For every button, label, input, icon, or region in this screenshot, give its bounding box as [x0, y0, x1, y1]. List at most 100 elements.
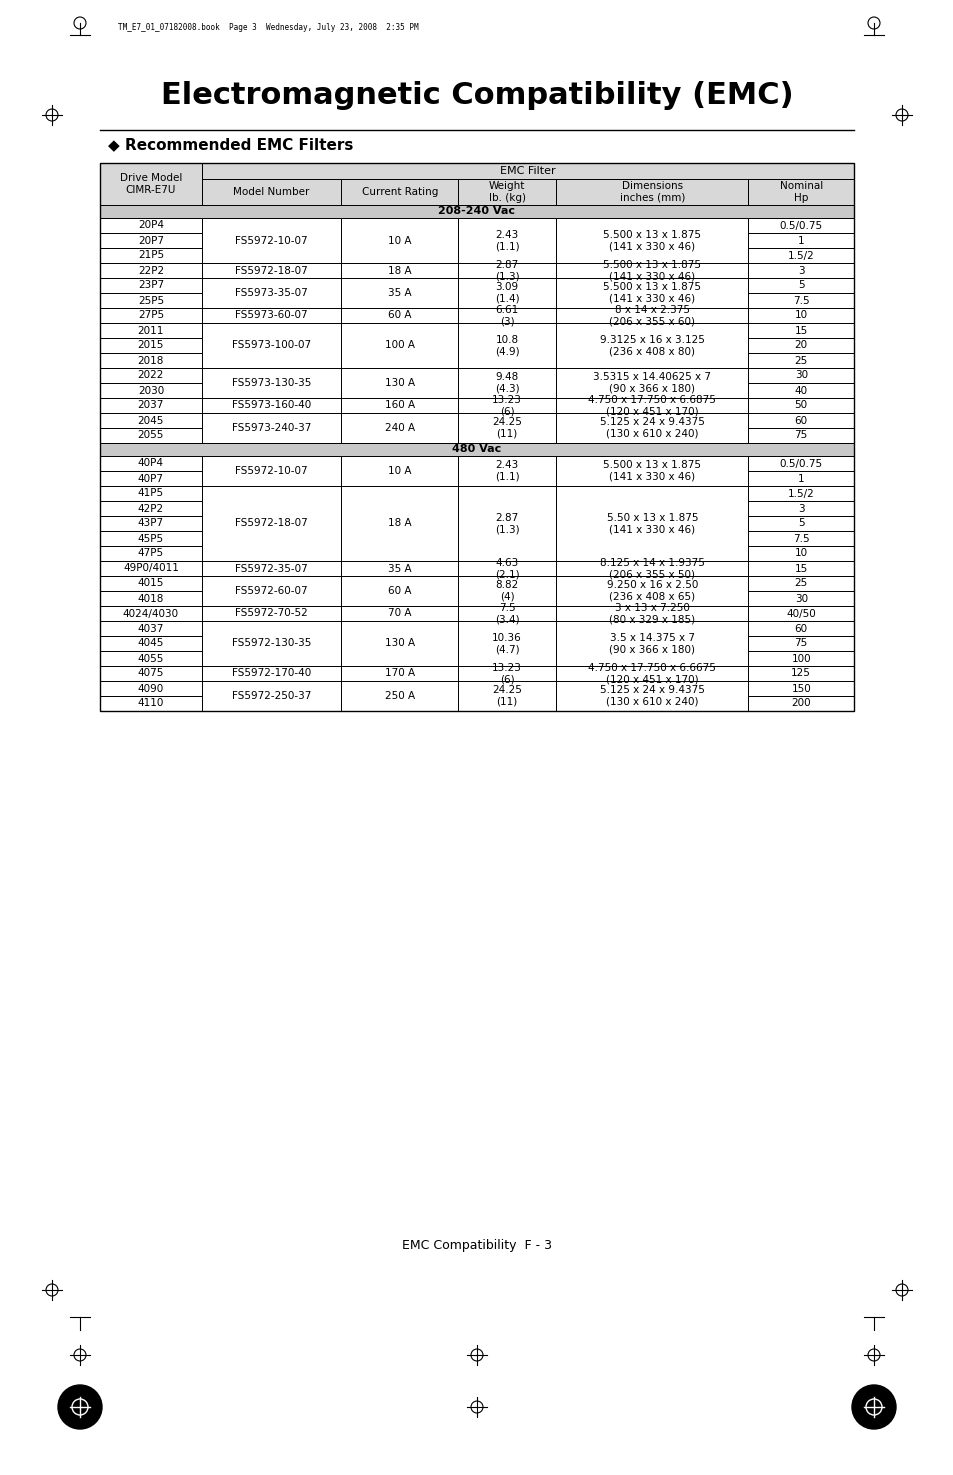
Bar	[100, 471, 202, 485]
Text: 8.82
(4): 8.82 (4)	[495, 580, 518, 602]
Bar	[100, 681, 202, 696]
Bar	[748, 621, 853, 636]
Text: 125: 125	[790, 668, 810, 679]
Bar	[457, 218, 556, 263]
Bar	[748, 636, 853, 650]
Bar	[341, 667, 457, 681]
Bar	[202, 560, 341, 577]
Text: 0.5/0.75: 0.5/0.75	[779, 220, 821, 230]
Bar	[748, 338, 853, 353]
Bar	[100, 606, 202, 621]
Bar	[341, 398, 457, 413]
Bar	[556, 263, 748, 277]
Text: FS5973-130-35: FS5973-130-35	[232, 378, 311, 388]
Text: 1.5/2: 1.5/2	[787, 251, 814, 261]
Bar	[457, 277, 556, 308]
Bar	[748, 233, 853, 248]
Bar	[341, 560, 457, 577]
Bar	[100, 577, 202, 591]
Text: 2045: 2045	[137, 416, 164, 425]
Bar	[100, 164, 202, 205]
Text: 4.750 x 17.750 x 6.6675
(120 x 451 x 170): 4.750 x 17.750 x 6.6675 (120 x 451 x 170…	[588, 662, 716, 684]
Bar	[100, 398, 202, 413]
Text: Model Number: Model Number	[233, 187, 310, 198]
Text: 42P2: 42P2	[137, 503, 164, 513]
Text: 160 A: 160 A	[384, 401, 415, 410]
Text: FS5972-35-07: FS5972-35-07	[234, 563, 308, 574]
Bar	[100, 502, 202, 516]
Bar	[748, 456, 853, 471]
Text: 60 A: 60 A	[388, 586, 411, 596]
Bar	[556, 577, 748, 606]
Bar	[457, 367, 556, 398]
Bar	[202, 681, 341, 711]
Text: 45P5: 45P5	[137, 534, 164, 543]
Bar	[100, 248, 202, 263]
Bar	[202, 485, 341, 560]
Text: 4037: 4037	[137, 624, 164, 633]
Bar	[556, 681, 748, 711]
Bar	[100, 591, 202, 606]
Text: 3: 3	[797, 266, 803, 276]
Bar	[202, 577, 341, 606]
Text: 130 A: 130 A	[384, 639, 415, 649]
Text: Dimensions
inches (mm): Dimensions inches (mm)	[618, 181, 684, 202]
Bar	[341, 277, 457, 308]
Bar	[556, 621, 748, 667]
Bar	[202, 277, 341, 308]
Bar	[100, 308, 202, 323]
Bar	[556, 398, 748, 413]
Text: 22P2: 22P2	[137, 266, 164, 276]
Bar	[556, 308, 748, 323]
Bar	[457, 667, 556, 681]
Bar	[202, 667, 341, 681]
Bar	[748, 308, 853, 323]
Text: 18 A: 18 A	[388, 519, 411, 528]
Text: 13.23
(6): 13.23 (6)	[492, 395, 521, 416]
Bar	[202, 367, 341, 398]
Text: FS5973-100-07: FS5973-100-07	[232, 341, 311, 351]
Text: 4015: 4015	[137, 578, 164, 589]
Bar	[748, 531, 853, 546]
Bar	[100, 205, 853, 218]
Bar	[748, 485, 853, 502]
Text: FS5972-10-07: FS5972-10-07	[235, 236, 308, 245]
Text: 13.23
(6): 13.23 (6)	[492, 662, 521, 684]
Bar	[457, 485, 556, 560]
Bar	[748, 353, 853, 367]
Text: 208-240 Vac: 208-240 Vac	[438, 207, 515, 217]
Bar	[100, 263, 202, 277]
Bar	[341, 367, 457, 398]
Text: Electromagnetic Compatibility (EMC): Electromagnetic Compatibility (EMC)	[160, 81, 793, 109]
Bar	[748, 591, 853, 606]
Bar	[100, 667, 202, 681]
Text: 15: 15	[794, 326, 807, 335]
Bar	[202, 263, 341, 277]
Text: 5.50 x 13 x 1.875
(141 x 330 x 46): 5.50 x 13 x 1.875 (141 x 330 x 46)	[606, 513, 698, 534]
Text: 0.5/0.75: 0.5/0.75	[779, 459, 821, 469]
Text: FS5972-18-07: FS5972-18-07	[234, 519, 308, 528]
Bar	[100, 456, 202, 471]
Bar	[100, 546, 202, 560]
Bar	[202, 456, 341, 485]
Text: 70 A: 70 A	[388, 609, 411, 618]
Text: 20: 20	[794, 341, 807, 351]
Bar	[556, 667, 748, 681]
Text: 1.5/2: 1.5/2	[787, 488, 814, 499]
Text: Weight
lb. (kg): Weight lb. (kg)	[488, 181, 525, 202]
Text: 2055: 2055	[137, 431, 164, 441]
Bar	[100, 367, 202, 384]
Text: 40P4: 40P4	[138, 459, 164, 469]
Bar	[100, 485, 202, 502]
Text: 4110: 4110	[137, 699, 164, 708]
Bar	[457, 413, 556, 442]
Text: 4075: 4075	[137, 668, 164, 679]
Text: 1: 1	[797, 236, 803, 245]
Bar	[202, 621, 341, 667]
Bar	[100, 516, 202, 531]
Circle shape	[851, 1385, 895, 1429]
Text: 2037: 2037	[137, 401, 164, 410]
Text: 2.87
(1.3): 2.87 (1.3)	[495, 260, 519, 282]
Text: EMC Filter: EMC Filter	[499, 167, 556, 176]
Bar	[341, 485, 457, 560]
